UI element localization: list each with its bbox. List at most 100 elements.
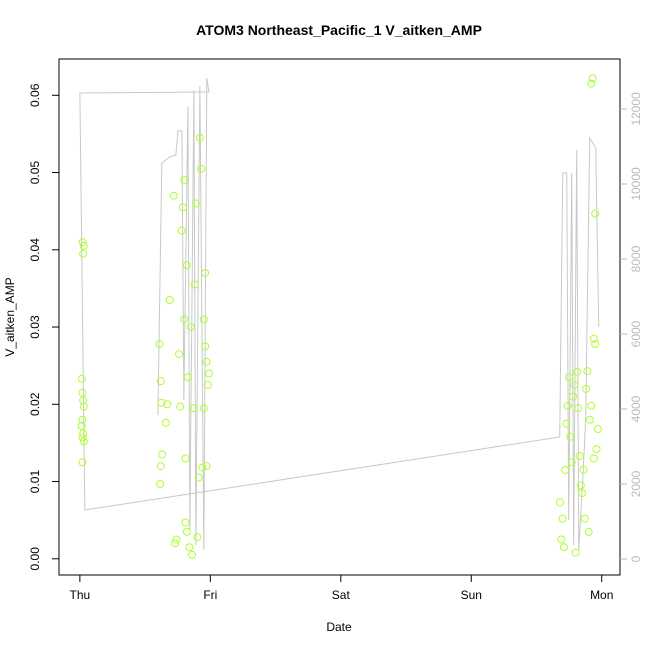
data-point: [172, 535, 181, 544]
data-point: [194, 473, 203, 482]
data-point: [575, 452, 584, 461]
y-tick-label: 0.04: [28, 238, 42, 262]
data-point: [578, 489, 587, 498]
data-point: [193, 533, 202, 542]
data-point: [189, 404, 198, 413]
y2-tick-label: 6000: [629, 320, 643, 347]
data-point: [567, 458, 576, 467]
data-point: [190, 280, 199, 289]
y2-tick-label: 10000: [629, 167, 643, 201]
data-point: [176, 402, 185, 411]
data-point: [199, 404, 208, 413]
data-point: [157, 398, 166, 407]
plot-frame: [58, 58, 621, 576]
data-point: [592, 445, 601, 454]
data-point: [558, 514, 567, 523]
chart-title: ATOM3 Northeast_Pacific_1 V_aitken_AMP: [196, 22, 482, 38]
data-point: [583, 367, 592, 376]
data-point: [79, 396, 88, 405]
data-point: [589, 454, 598, 463]
data-point: [585, 415, 594, 424]
data-point: [198, 463, 207, 472]
data-point: [79, 249, 88, 258]
data-point: [203, 380, 212, 389]
data-point: [171, 539, 180, 548]
data-point: [78, 388, 87, 397]
data-line: [79, 77, 600, 551]
y-tick-label: 0.06: [28, 83, 42, 107]
data-point: [77, 421, 86, 430]
data-point: [202, 357, 211, 366]
data-point: [188, 550, 197, 559]
data-point: [201, 342, 210, 351]
data-point: [572, 367, 581, 376]
y2-tick-label: 8000: [629, 245, 643, 272]
data-point: [582, 384, 591, 393]
data-point: [79, 402, 88, 411]
data-point: [559, 543, 568, 552]
data-point: [199, 315, 208, 324]
data-point: [185, 543, 194, 552]
x-tick-label: Fri: [203, 588, 217, 602]
data-point: [566, 432, 575, 441]
data-point: [565, 373, 574, 382]
y-tick-label: 0.03: [28, 315, 42, 339]
x-tick-label: Mon: [590, 588, 613, 602]
data-point: [181, 518, 190, 527]
x-axis-label: Date: [326, 620, 352, 634]
data-point: [178, 203, 187, 212]
data-point: [557, 535, 566, 544]
data-point: [163, 400, 172, 409]
data-point: [593, 425, 602, 434]
data-point: [591, 340, 600, 349]
y2-tick-label: 4000: [629, 395, 643, 422]
data-point: [158, 450, 167, 459]
data-point: [182, 261, 191, 270]
data-point: [571, 548, 580, 557]
y2-tick-label: 0: [629, 555, 643, 562]
y-tick-label: 0.00: [28, 547, 42, 571]
data-point: [181, 454, 190, 463]
data-point: [77, 374, 86, 383]
data-point: [197, 164, 206, 173]
data-point: [79, 429, 88, 438]
x-tick-label: Thu: [70, 588, 91, 602]
y-axis-label: V_aitken_AMP: [3, 277, 17, 356]
data-point: [561, 465, 570, 474]
y-tick-label: 0.05: [28, 161, 42, 185]
data-point: [180, 315, 189, 324]
data-point: [202, 462, 211, 471]
data-point: [569, 392, 578, 401]
data-point: [165, 296, 174, 305]
data-point: [79, 241, 88, 250]
x-tick-label: Sun: [461, 588, 482, 602]
data-point: [563, 401, 572, 410]
data-point: [574, 404, 583, 413]
data-point: [591, 209, 600, 218]
data-point: [201, 268, 210, 277]
data-point: [156, 377, 165, 386]
data-point: [587, 79, 596, 88]
data-point: [588, 74, 597, 83]
data-point: [182, 527, 191, 536]
data-point: [156, 462, 165, 471]
y-tick-label: 0.02: [28, 392, 42, 416]
data-point: [576, 481, 585, 490]
data-point: [161, 418, 170, 427]
y2-tick-label: 2000: [629, 470, 643, 497]
data-point: [562, 419, 571, 428]
data-point: [79, 437, 88, 446]
data-point: [555, 498, 564, 507]
y2-tick-label: 12000: [629, 92, 643, 126]
data-point: [589, 334, 598, 343]
data-point: [587, 401, 596, 410]
data-point: [155, 340, 164, 349]
data-point: [78, 458, 87, 467]
y-tick-label: 0.01: [28, 470, 42, 494]
data-point: [177, 226, 186, 235]
data-point: [78, 238, 87, 247]
data-point: [186, 323, 195, 332]
data-point: [169, 191, 178, 200]
data-point: [584, 527, 593, 536]
